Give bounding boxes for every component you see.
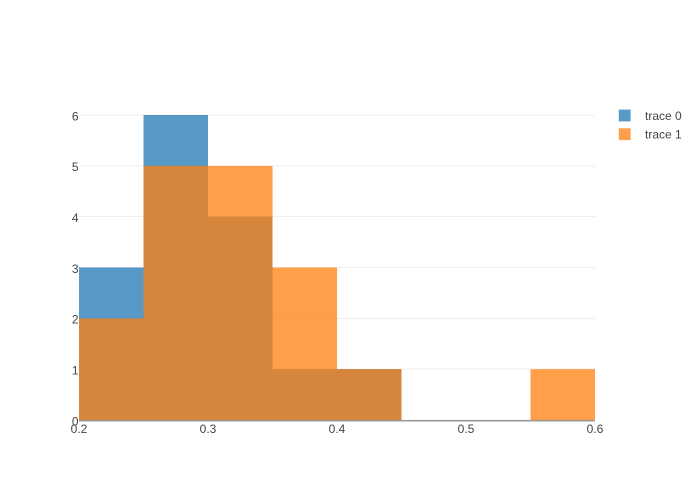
svg-text:0: 0	[72, 414, 79, 428]
svg-text:0.6: 0.6	[587, 422, 604, 436]
svg-text:6: 6	[72, 109, 79, 123]
svg-text:0.4: 0.4	[329, 422, 346, 436]
svg-text:0.3: 0.3	[200, 422, 217, 436]
svg-text:5: 5	[72, 160, 79, 174]
svg-text:trace 1: trace 1	[645, 128, 682, 142]
svg-text:2: 2	[72, 313, 79, 327]
svg-text:3: 3	[72, 262, 79, 276]
svg-text:0.5: 0.5	[458, 422, 475, 436]
svg-text:1: 1	[72, 364, 79, 378]
svg-text:4: 4	[72, 211, 79, 225]
svg-text:trace 0: trace 0	[645, 109, 682, 123]
svg-text:0.2: 0.2	[71, 422, 88, 436]
